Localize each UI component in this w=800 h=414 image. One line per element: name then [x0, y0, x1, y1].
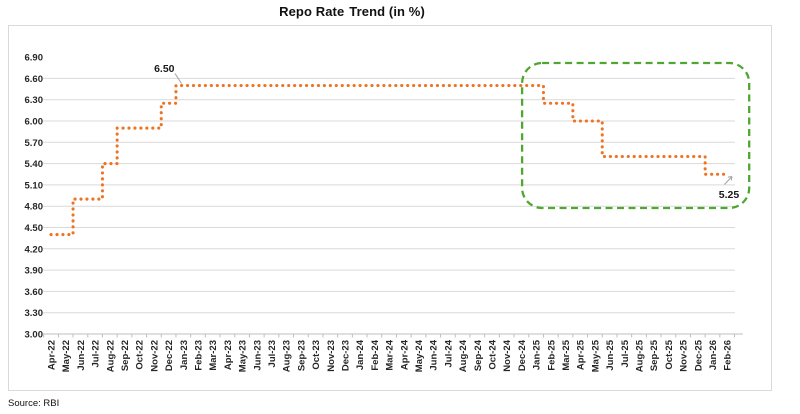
- x-axis-label: Apr-22: [47, 340, 58, 370]
- x-axis-label: Apr-24: [399, 339, 410, 370]
- x-axis-label: Jan-23: [179, 340, 190, 370]
- peak-annotation-label: 6.50: [154, 63, 175, 75]
- x-axis-label: Jul-23: [267, 340, 278, 367]
- x-axis-ticks: [43, 334, 736, 338]
- chart-title: Repo Rate Trend (in %): [0, 4, 704, 19]
- x-axis-label: Feb-25: [546, 339, 557, 370]
- x-axis-label: Dec-25: [693, 339, 704, 371]
- x-axis-label: Oct-24: [488, 339, 499, 369]
- chart-title-main: Repo Rate: [279, 4, 345, 19]
- latest-annotation-arrow: [724, 175, 733, 185]
- x-axis-label: May-24: [414, 339, 425, 372]
- x-axis-label: Oct-23: [311, 340, 322, 370]
- x-axis-label: Nov-23: [326, 340, 337, 372]
- repo-rate-chart: 6.90 6.60 6.30 6.00 5.70 5.40 5.10 4.80 4.50 4.20…: [25, 53, 751, 372]
- x-axis-label: Feb-24: [370, 339, 381, 370]
- x-axis-label: Oct-25: [664, 339, 675, 369]
- x-axis-label: Jan-25: [532, 339, 543, 370]
- y-axis-label: 5.10: [25, 180, 44, 191]
- x-axis-label: Jun-24: [429, 339, 440, 370]
- y-axis-label: 5.40: [25, 159, 44, 170]
- y-axis-label: 6.00: [25, 117, 44, 128]
- y-axis-label: 6.30: [25, 95, 44, 106]
- x-axis-label: Mar-23: [208, 340, 219, 371]
- x-axis-label: Sep-23: [296, 340, 307, 371]
- y-axis-label: 6.90: [25, 53, 44, 64]
- y-axis-labels: 6.90 6.60 6.30 6.00 5.70 5.40 5.10 4.80 4.50 4.20…: [25, 53, 44, 341]
- y-axis-label: 3.90: [25, 266, 44, 277]
- x-axis-label: Nov-22: [149, 340, 160, 372]
- x-axis-label: Feb-26: [723, 340, 734, 371]
- x-axis-label: Jul-24: [443, 339, 454, 367]
- y-axis-label: 5.70: [25, 138, 44, 149]
- x-axis-label: Dec-23: [341, 340, 352, 371]
- x-axis-label: Jun-25: [605, 339, 616, 370]
- x-axis-label: Nov-24: [502, 339, 513, 371]
- y-axis-label: 4.20: [25, 244, 44, 255]
- x-axis-label: Aug-24: [458, 339, 469, 372]
- x-axis-label: Aug-22: [105, 340, 116, 372]
- y-axis-label: 4.50: [25, 223, 44, 234]
- x-axis-label: Jun-22: [76, 340, 87, 371]
- x-axis-label: Aug-25: [635, 339, 646, 372]
- chart-title-sub: Trend (in %): [349, 4, 425, 19]
- x-axis-label: Aug-23: [282, 340, 293, 372]
- x-axis-label: Sep-25: [649, 339, 660, 371]
- source-note: Source: RBI: [8, 398, 60, 409]
- x-axis-label: Dec-24: [517, 339, 528, 371]
- peak-annotation-leader: [174, 73, 182, 84]
- x-axis-label: Jan-26: [708, 340, 719, 370]
- x-axis-label: Sep-24: [473, 339, 484, 371]
- latest-annotation-label: 5.25: [719, 189, 740, 201]
- y-axis-label: 3.00: [25, 330, 44, 341]
- x-axis-label: Jan-24: [355, 339, 366, 370]
- x-axis-label: Apr-25: [576, 339, 587, 370]
- x-axis-label: Jun-23: [252, 340, 263, 371]
- x-axis-label: Oct-22: [135, 340, 146, 370]
- x-axis-label: Jul-25: [620, 339, 631, 367]
- gridlines: [43, 77, 735, 335]
- x-axis-label: May-25: [590, 339, 601, 372]
- x-axis-label: Feb-23: [194, 340, 205, 371]
- y-axis-label: 3.30: [25, 308, 44, 319]
- x-axis-label: May-23: [238, 340, 249, 372]
- y-axis-label: 3.60: [25, 287, 44, 298]
- x-axis-label: Mar-24: [385, 339, 396, 370]
- x-axis-label: Mar-25: [561, 339, 572, 370]
- x-axis-label: Sep-22: [120, 340, 131, 371]
- y-axis-label: 6.60: [25, 74, 44, 85]
- chart-area: 6.90 6.60 6.30 6.00 5.70 5.40 5.10 4.80 4.50 4.20…: [8, 25, 772, 391]
- x-axis-label: Apr-23: [223, 340, 234, 370]
- x-axis-label: Nov-25: [679, 339, 690, 371]
- repo-rate-line: [49, 83, 729, 237]
- y-axis-label: 4.80: [25, 202, 44, 213]
- x-axis-label: Dec-22: [164, 340, 175, 371]
- x-axis-labels: Apr-22 May-22 Jun-22 Jul-22 Aug-22 Sep-22 Oct-…: [47, 339, 734, 372]
- x-axis-label: May-22: [61, 340, 72, 372]
- highlight-box: [520, 61, 751, 210]
- x-axis-label: Jul-22: [91, 340, 102, 367]
